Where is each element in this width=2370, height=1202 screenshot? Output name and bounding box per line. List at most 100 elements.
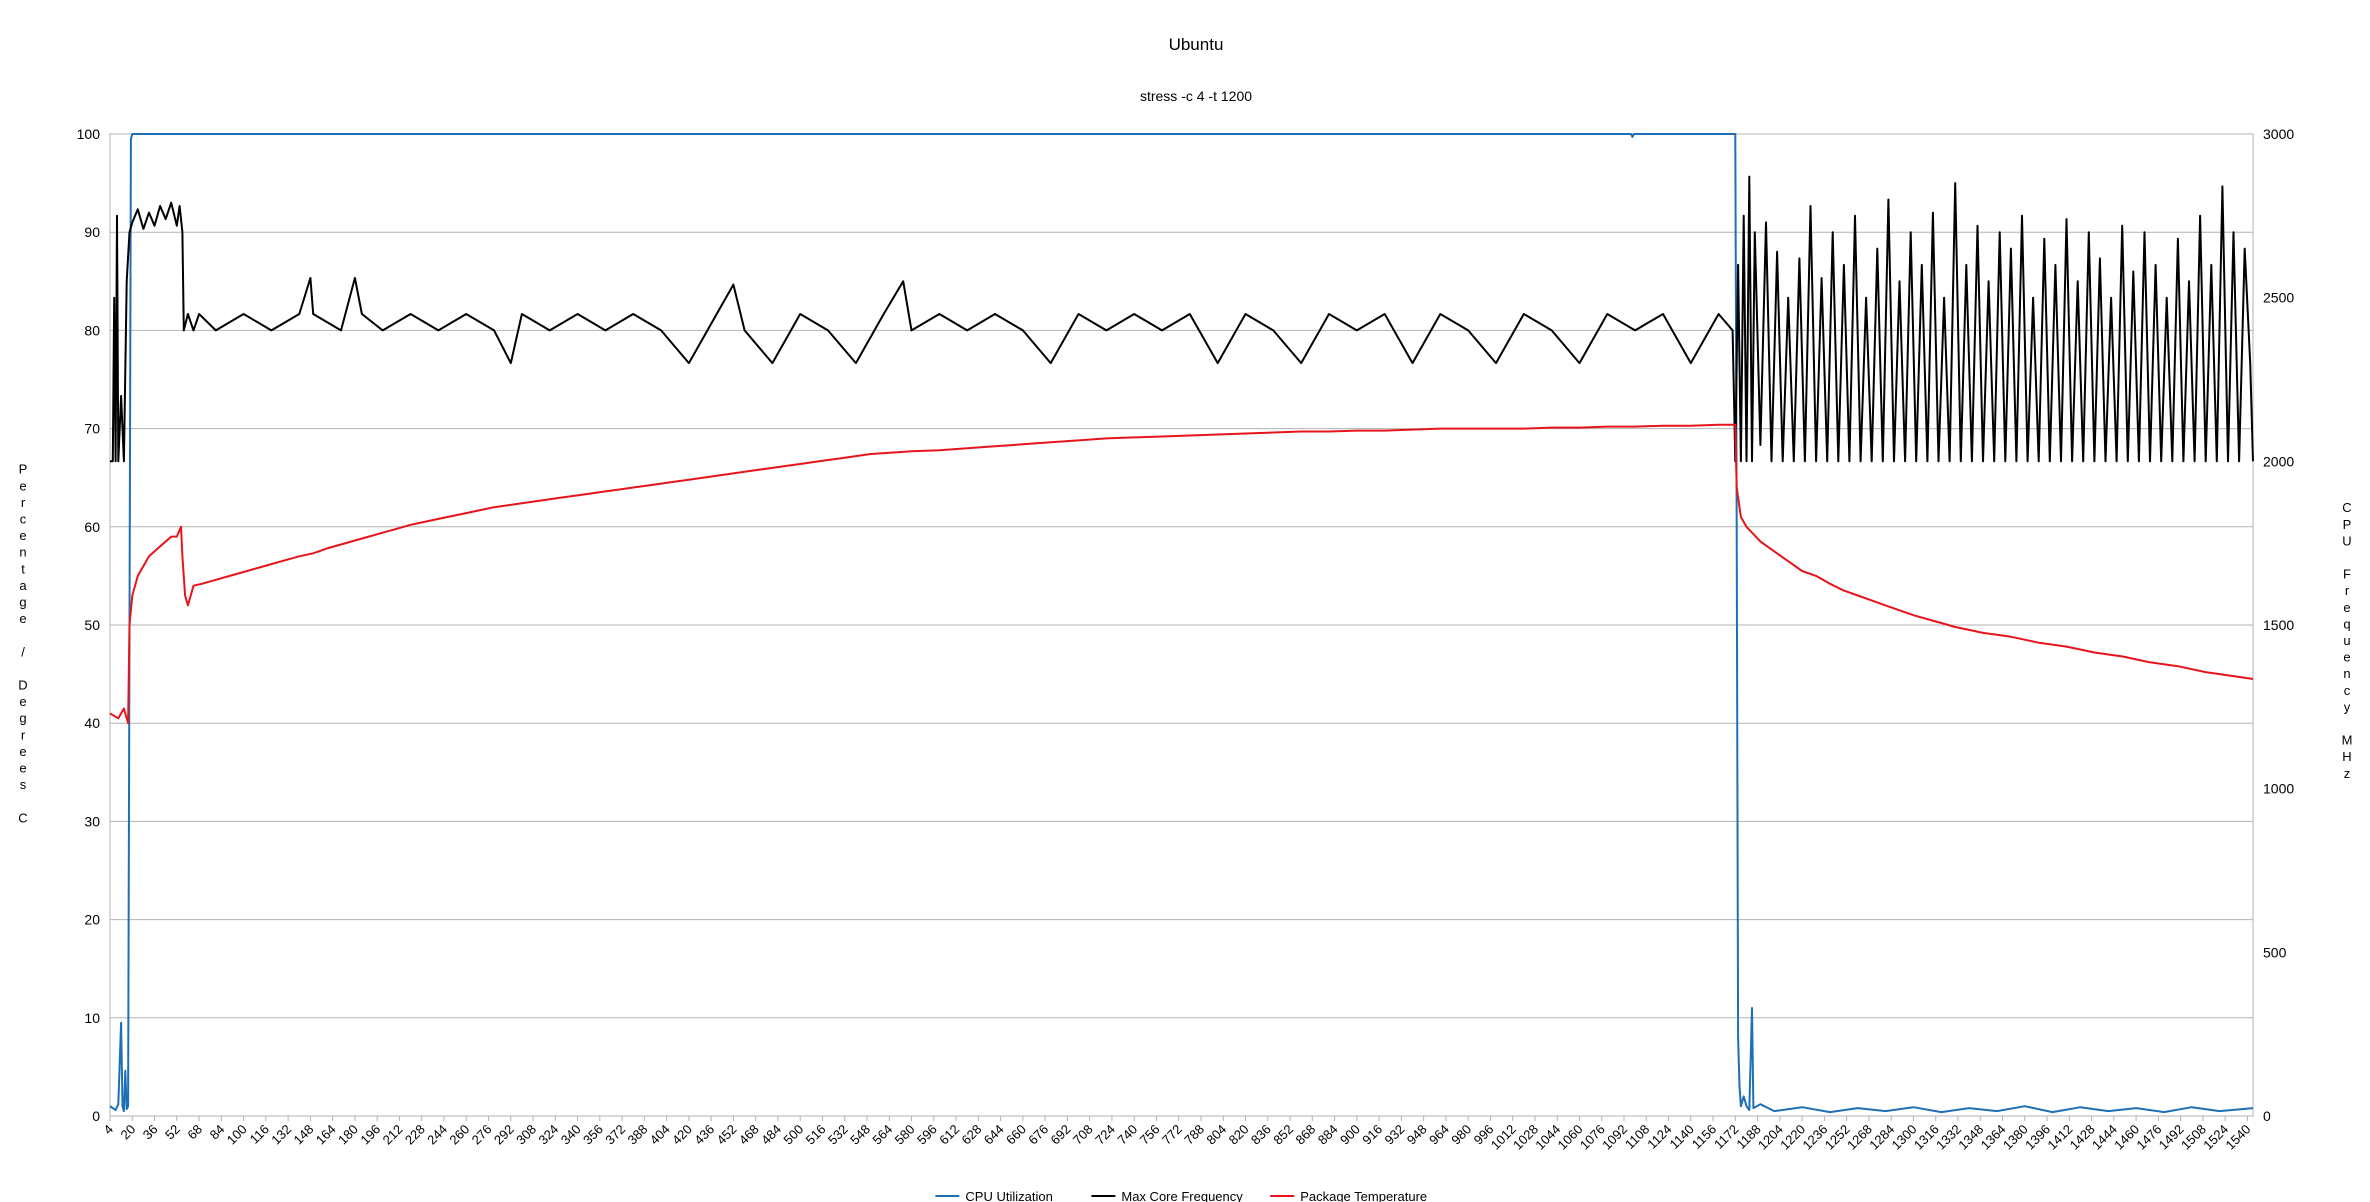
x-tick-label: 212 (380, 1122, 406, 1148)
legend-label: Package Temperature (1300, 1189, 1427, 1202)
chart-subtitle: stress -c 4 -t 1200 (1140, 88, 1252, 104)
x-tick-label: 628 (959, 1122, 985, 1148)
legend-label: Max Core Frequency (1121, 1189, 1243, 1202)
x-tick-label: 420 (669, 1122, 695, 1148)
left-tick-label: 80 (84, 322, 100, 338)
x-tick-label: 500 (780, 1122, 806, 1148)
x-tick-label: 724 (1092, 1122, 1118, 1148)
x-tick-label: 116 (247, 1122, 272, 1147)
right-tick-label: 0 (2263, 1108, 2271, 1124)
x-tick-label: 388 (625, 1122, 651, 1148)
right-axis-label-char: F (2343, 567, 2351, 582)
right-axis-label-char: U (2342, 533, 2351, 548)
x-tick-label: 676 (1025, 1122, 1051, 1148)
x-tick-label: 68 (184, 1122, 205, 1143)
x-tick-label: 580 (892, 1122, 918, 1148)
x-tick-label: 804 (1203, 1122, 1229, 1148)
left-axis-label-char: r (21, 495, 26, 510)
right-axis-label-char: y (2344, 699, 2351, 714)
x-tick-label: 340 (558, 1122, 584, 1148)
left-tick-label: 60 (84, 519, 100, 535)
right-axis-label-char: C (2342, 500, 2351, 515)
right-tick-label: 500 (2263, 944, 2287, 960)
left-axis-label-char: s (20, 777, 27, 792)
left-tick-label: 70 (84, 421, 100, 437)
right-axis-label-char: P (2343, 517, 2352, 532)
x-tick-label: 132 (268, 1122, 294, 1148)
x-tick-label: 84 (207, 1122, 228, 1143)
left-tick-label: 90 (84, 224, 100, 240)
series-lines (109, 133, 2254, 1114)
left-tick-label: 10 (84, 1010, 100, 1026)
left-tick-label: 0 (92, 1108, 100, 1124)
x-tick-label: 788 (1181, 1122, 1207, 1148)
x-tick-label: 548 (847, 1122, 873, 1148)
x-tick-label: 228 (402, 1122, 428, 1148)
right-axis-label-char: n (2343, 666, 2350, 681)
x-tick-label: 244 (424, 1122, 450, 1148)
legend-label: CPU Utilization (965, 1189, 1052, 1202)
x-tick-label: 292 (491, 1122, 517, 1148)
left-tick-label: 50 (84, 617, 100, 633)
x-tick-label: 452 (714, 1122, 740, 1148)
x-tick-label: 532 (825, 1122, 851, 1148)
x-tick-label: 276 (469, 1122, 495, 1148)
series-line-cpu-utilization (109, 133, 2254, 1114)
x-tick-label: 372 (602, 1122, 628, 1148)
x-tick-label: 884 (1315, 1122, 1341, 1148)
x-tick-label: 260 (446, 1122, 472, 1148)
left-axis-label-char: g (19, 595, 26, 610)
left-tick-label: 100 (77, 126, 101, 142)
right-axis-label-char: u (2343, 633, 2350, 648)
x-tick-label: 900 (1337, 1122, 1363, 1148)
x-tick-label: 196 (357, 1122, 383, 1148)
x-tick-label: 148 (291, 1122, 317, 1148)
x-tick-label: 756 (1137, 1122, 1163, 1148)
left-axis-label-char: / (21, 644, 25, 659)
left-axis-label-char: e (19, 478, 26, 493)
left-tick-label: 30 (84, 813, 100, 829)
x-tick-label: 820 (1226, 1122, 1252, 1148)
x-tick-label: 868 (1292, 1122, 1318, 1148)
right-axis-label-char: r (2345, 583, 2350, 598)
x-tick-label: 484 (758, 1122, 784, 1148)
right-axis: 0 500 1000 1500 2000 2500 3000 (2263, 126, 2294, 1124)
x-tick-label: 436 (691, 1122, 717, 1148)
left-axis: 0 10 20 30 40 50 60 70 80 90 100 (77, 126, 101, 1124)
legend: CPU Utilization Max Core Frequency Package… (935, 1189, 1427, 1202)
x-tick-label: 308 (513, 1122, 539, 1148)
right-axis-label-char: M (2342, 733, 2353, 748)
left-axis-label-char: c (20, 512, 27, 527)
x-tick-label: 644 (981, 1122, 1007, 1148)
x-tick-label: 564 (869, 1122, 895, 1148)
left-axis-label-char: r (21, 727, 26, 742)
x-tick-label: 772 (1159, 1122, 1185, 1148)
right-axis-label-char: z (2344, 766, 2351, 781)
x-tick-label: 740 (1114, 1122, 1140, 1148)
left-axis-label-char: e (19, 744, 26, 759)
x-tick-label: 468 (736, 1122, 762, 1148)
x-tick-label: 836 (1248, 1122, 1274, 1148)
x-tick-label: 20 (118, 1122, 139, 1143)
left-axis-label-char: e (19, 611, 26, 626)
x-tick-label: 980 (1448, 1122, 1474, 1148)
left-axis-label-char: P (19, 462, 28, 477)
left-axis-label-char: a (19, 578, 27, 593)
series-line-package-temperature (109, 423, 2254, 725)
x-tick-label: 708 (1070, 1122, 1096, 1148)
x-tick-label: 612 (936, 1122, 962, 1148)
x-tick-label: 596 (914, 1122, 940, 1148)
x-axis: 4 20 36 52 68 8410011613214816418019621222824… (100, 1116, 2254, 1153)
x-tick-label: 180 (335, 1122, 361, 1148)
right-tick-label: 2500 (2263, 290, 2294, 306)
left-axis-label-char: n (19, 545, 26, 560)
chart-title: Ubuntu (1169, 35, 1224, 54)
left-tick-label: 20 (84, 912, 100, 928)
left-axis-label-char: e (19, 761, 26, 776)
x-tick-label: 324 (535, 1122, 561, 1148)
right-axis-label-char: e (2343, 600, 2350, 615)
x-tick-label: 1540 (2222, 1122, 2253, 1153)
x-tick-label: 100 (224, 1122, 250, 1148)
left-axis-label-char: t (21, 561, 25, 576)
